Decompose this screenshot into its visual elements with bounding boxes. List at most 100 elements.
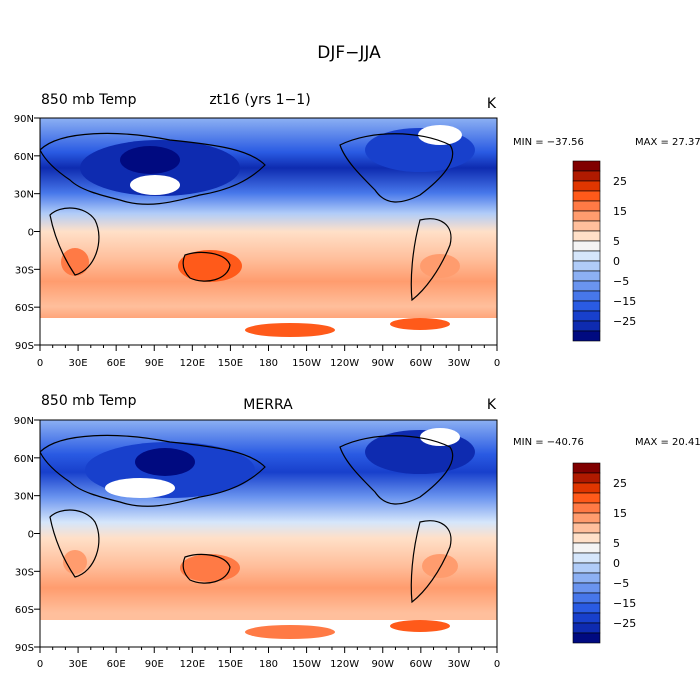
- colorbar-swatch: [572, 280, 601, 292]
- panel-units-label: K: [487, 397, 497, 413]
- colorbar-label: −25: [613, 315, 636, 328]
- panel-max-label: MAX = 20.41: [635, 437, 700, 448]
- x-tick-label: 150W: [292, 358, 321, 369]
- x-tick-label: 150E: [218, 358, 243, 369]
- x-tick-label: 60E: [107, 358, 126, 369]
- y-tick-label: 90S: [15, 341, 34, 352]
- siberia-min-core: [120, 146, 180, 174]
- colorbar-label: −25: [613, 617, 636, 630]
- x-tick-label: 180: [259, 358, 278, 369]
- tibet-mask: [105, 478, 175, 498]
- x-tick-label: 90E: [145, 358, 164, 369]
- x-tick-label: 120E: [180, 358, 205, 369]
- colorbar-swatch: [572, 542, 601, 554]
- temperature-field: [40, 118, 497, 345]
- colorbar-swatch: [572, 310, 601, 322]
- colorbar-label: 15: [613, 205, 627, 218]
- colorbar-swatch: [572, 502, 601, 514]
- colorbar-swatch: [572, 532, 601, 544]
- colorbar-swatch: [572, 512, 601, 524]
- colorbar-swatch: [572, 320, 601, 332]
- figure-title: DJF−JJA: [317, 43, 381, 63]
- colorbar-swatch: [572, 300, 601, 312]
- x-tick-label: 30E: [69, 659, 88, 670]
- y-tick-label: 30S: [15, 265, 34, 276]
- greenland-mask: [420, 428, 460, 446]
- colorbar-label: 5: [613, 235, 620, 248]
- colorbar-label: 15: [613, 507, 627, 520]
- colorbar-swatch: [572, 552, 601, 564]
- colorbar-label: 0: [613, 557, 620, 570]
- colorbar-label: −5: [613, 577, 629, 590]
- tibet-mask: [130, 175, 180, 195]
- map-panel-bottom: 850 mb Temp MERRA K MIN = −40.76 MAX = 2…: [14, 393, 700, 670]
- colorbar-swatch: [572, 160, 601, 172]
- colorbar-swatch: [572, 240, 601, 252]
- colorbar-swatch: [572, 582, 601, 594]
- y-tick-label: 30S: [15, 567, 34, 578]
- x-tick-label: 120W: [330, 358, 359, 369]
- colorbar-label: 5: [613, 537, 620, 550]
- y-tick-label: 90S: [15, 643, 34, 654]
- y-tick-label: 60S: [15, 605, 34, 616]
- colorbar-swatch: [572, 260, 601, 272]
- colorbar-label: 0: [613, 255, 620, 268]
- x-tick-label: 120E: [180, 659, 205, 670]
- x-tick-label: 90E: [145, 659, 164, 670]
- y-axis-labels: 90N 60N 30N 0 30S 60S 90S: [14, 416, 34, 654]
- colorbar-swatch: [572, 210, 601, 222]
- weddell-warm: [390, 318, 450, 330]
- panel-variable-label: 850 mb Temp: [41, 92, 137, 108]
- colorbar-swatch: [572, 250, 601, 262]
- x-tick-label: 30W: [448, 358, 471, 369]
- x-axis-labels: 0 30E 60E 90E 120E 150E 180 150W 120W 90W 60W 30W 0: [37, 358, 500, 369]
- x-tick-label: 60W: [410, 358, 433, 369]
- antarctic-shelf-warm: [245, 323, 335, 337]
- x-tick-label: 150W: [292, 659, 321, 670]
- colorbar-swatch: [572, 612, 601, 624]
- colorbar-swatch: [572, 180, 601, 192]
- colorbar-swatch: [572, 632, 601, 644]
- colorbar-swatch: [572, 270, 601, 282]
- y-tick-label: 60N: [14, 454, 34, 465]
- colorbar-swatch: [572, 200, 601, 212]
- y-tick-label: 30N: [14, 190, 34, 201]
- x-tick-label: 60W: [410, 659, 433, 670]
- colorbar-swatch: [572, 190, 601, 202]
- y-tick-label: 90N: [14, 416, 34, 427]
- australia-warm-core: [180, 554, 240, 582]
- colorbar-swatch: [572, 562, 601, 574]
- colorbar-swatch: [572, 290, 601, 302]
- panel-variable-label: 850 mb Temp: [41, 393, 137, 409]
- y-axis-labels: 90N 60N 30N 0 30S 60S 90S: [14, 114, 34, 352]
- colorbar-swatch: [572, 482, 601, 494]
- y-axis-ticks: [34, 117, 40, 346]
- x-tick-label: 30E: [69, 358, 88, 369]
- africa-warm-core: [61, 248, 89, 276]
- panel-max-label: MAX = 27.37: [635, 137, 700, 148]
- colorbar-swatch: [572, 170, 601, 182]
- colorbar-swatch: [572, 220, 601, 232]
- colorbar: 25 15 5 0 −5 −15 −25: [572, 160, 636, 342]
- colorbar-label: −5: [613, 275, 629, 288]
- weddell-warm: [390, 620, 450, 632]
- x-tick-label: 60E: [107, 659, 126, 670]
- x-axis-labels: 0 30E 60E 90E 120E 150E 180 150W 120W 90W 60W 30W 0: [37, 659, 500, 670]
- colorbar-swatch: [572, 462, 601, 474]
- y-tick-label: 30N: [14, 492, 34, 503]
- x-tick-label: 90W: [371, 358, 394, 369]
- antarctic-shelf-warm: [245, 625, 335, 639]
- colorbar-swatch: [572, 230, 601, 242]
- colorbar-label: 25: [613, 477, 627, 490]
- panel-case-label: MERRA: [243, 397, 293, 413]
- x-tick-label: 180: [259, 659, 278, 670]
- panel-units-label: K: [487, 96, 497, 112]
- colorbar: 25 15 5 0 −5 −15 −25: [572, 462, 636, 644]
- y-tick-label: 0: [28, 530, 34, 541]
- colorbar-swatch: [572, 522, 601, 534]
- greenland-mask: [418, 125, 462, 145]
- colorbar-swatch: [572, 492, 601, 504]
- y-tick-label: 60S: [15, 303, 34, 314]
- y-tick-label: 60N: [14, 152, 34, 163]
